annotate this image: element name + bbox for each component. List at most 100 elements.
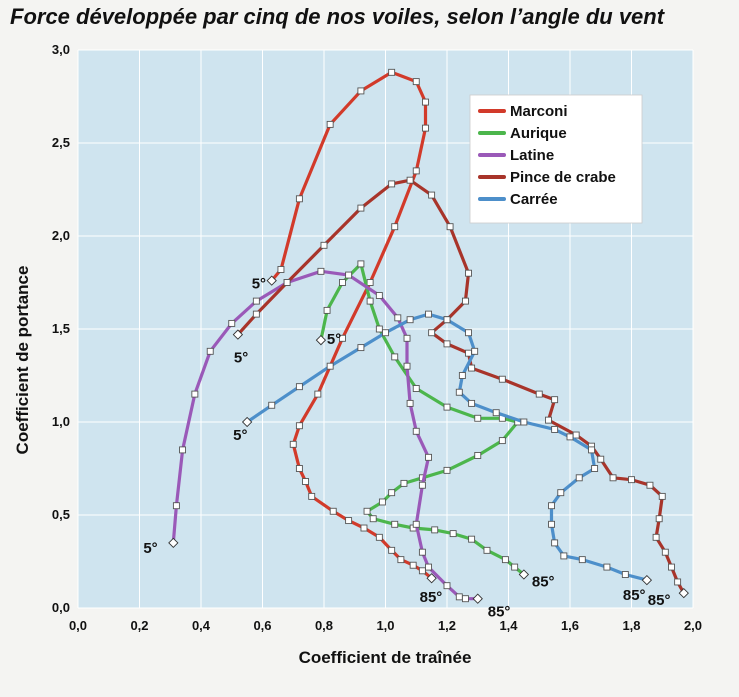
angle-annotation: 5° [143,540,157,557]
data-point-pince-de-crabe [545,416,552,424]
data-point-aurique [412,385,420,392]
y-tick-label: 0,0 [52,600,70,615]
data-point-latine [403,362,411,370]
data-point-latine [317,267,325,275]
data-point-aurique [357,260,365,268]
data-point-latine [228,319,236,327]
data-point-carr-e [458,372,466,379]
data-point-pince-de-crabe [646,481,654,489]
data-point-carr-e [578,556,586,564]
data-point-marconi [339,334,346,342]
y-tick-label: 3,0 [52,42,70,57]
data-point-marconi [295,195,303,203]
data-point-marconi [388,546,396,554]
data-point-pince-de-crabe [551,396,559,404]
data-point-aurique [443,403,451,411]
angle-annotation: 5° [233,427,247,444]
data-point-marconi [345,517,353,525]
legend-label: Carrée [510,191,558,208]
data-point-pince-de-crabe [406,176,414,184]
series-line-marconi [270,70,434,580]
data-point-carr-e [326,362,334,370]
data-point-latine [443,582,451,590]
annotations: 5°5°5°5°5°85°85°85°85° 85° [143,276,670,621]
data-point-aurique [378,498,386,506]
data-point-aurique [391,353,399,361]
legend-label: Latine [510,147,554,164]
angle-annotation: 5° [234,350,248,367]
data-point-carr-e [548,502,555,510]
data-point-pince-de-crabe [428,191,436,199]
data-point-carr-e [591,465,599,472]
y-axis-label: Coefficient de portance [13,266,32,455]
data-point-carr-e [551,425,559,433]
data-point-latine [375,292,383,299]
endpoint-marker-pince-de-crabe [678,587,689,599]
data-point-marconi [295,465,303,472]
data-point-marconi [391,223,399,231]
legend: Marconi Aurique Latine Pince de crabe Carrée [469,94,643,224]
data-point-marconi [388,68,396,76]
angle-annotation: 85° [532,574,555,591]
data-point-aurique [498,437,506,445]
data-point-latine [394,314,402,322]
data-point-carr-e [575,474,583,482]
data-point-latine [252,297,260,305]
data-point-carr-e [295,383,303,391]
data-point-marconi [412,167,420,175]
data-point-aurique [388,489,396,497]
angle-annotation: 5° [252,276,266,293]
data-point-carr-e [382,329,389,337]
data-point-latine [425,453,432,461]
data-point-aurique [369,515,377,523]
endpoint-marker-aurique [518,569,530,580]
data-point-carr-e [465,329,472,337]
data-point-pince-de-crabe [658,492,666,500]
data-point-pince-de-crabe [283,279,291,286]
y-tick-label: 2,5 [52,135,70,150]
data-point-pince-de-crabe [674,578,682,586]
data-point-marconi [397,556,405,564]
data-point-marconi [409,561,417,569]
data-point-latine [403,334,411,342]
legend-label: Marconi [510,103,568,120]
data-point-aurique [363,507,371,515]
legend-label: Aurique [510,125,567,142]
data-point-latine [406,399,414,407]
data-point-aurique [501,556,509,564]
data-point-pince-de-crabe [668,563,675,571]
endpoint-marker-marconi [266,275,277,286]
data-point-marconi [375,533,383,541]
data-point-aurique [400,479,408,487]
data-point-carr-e [551,539,559,547]
data-point-latine [462,595,469,603]
angle-annotation: 85° [623,587,646,604]
data-point-latine [418,548,426,556]
data-point-marconi [289,440,297,448]
data-point-marconi [360,524,368,532]
data-point-aurique [511,563,519,571]
data-point-pince-de-crabe [652,533,660,541]
data-point-latine [179,446,187,454]
x-tick-label: 1,4 [499,618,518,633]
data-point-carr-e [406,316,414,324]
data-point-pince-de-crabe [465,349,472,357]
data-point-carr-e [268,401,276,409]
data-point-pince-de-crabe [462,297,469,305]
x-tick-label: 0,0 [69,618,87,633]
y-tick-label: 2,0 [52,228,70,243]
data-point-aurique [468,535,476,543]
data-point-pince-de-crabe [609,474,617,482]
data-point-aurique [375,325,383,333]
series-group [168,68,689,604]
x-tick-label: 0,8 [315,618,333,633]
endpoint-marker-marconi [426,573,437,584]
x-tick-label: 0,4 [192,618,211,633]
angle-annotation: 5° [327,331,341,348]
data-point-carr-e [471,347,479,355]
endpoint-marker-latine [168,537,179,549]
data-point-aurique [431,526,439,534]
x-tick-label: 1,8 [622,618,640,633]
x-tick-label: 1,0 [376,618,394,633]
endpoint-marker-aurique [315,334,327,346]
